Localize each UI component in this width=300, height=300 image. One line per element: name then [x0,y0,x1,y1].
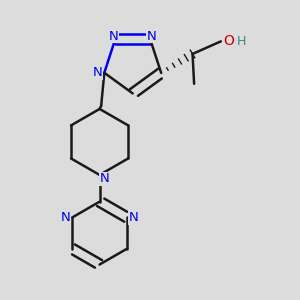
Text: N: N [92,66,102,79]
Text: N: N [109,30,118,43]
Text: O: O [223,34,234,48]
Text: N: N [129,211,139,224]
Text: H: H [237,35,247,48]
Text: N: N [61,211,70,224]
Text: N: N [147,30,157,43]
Text: N: N [99,172,109,185]
